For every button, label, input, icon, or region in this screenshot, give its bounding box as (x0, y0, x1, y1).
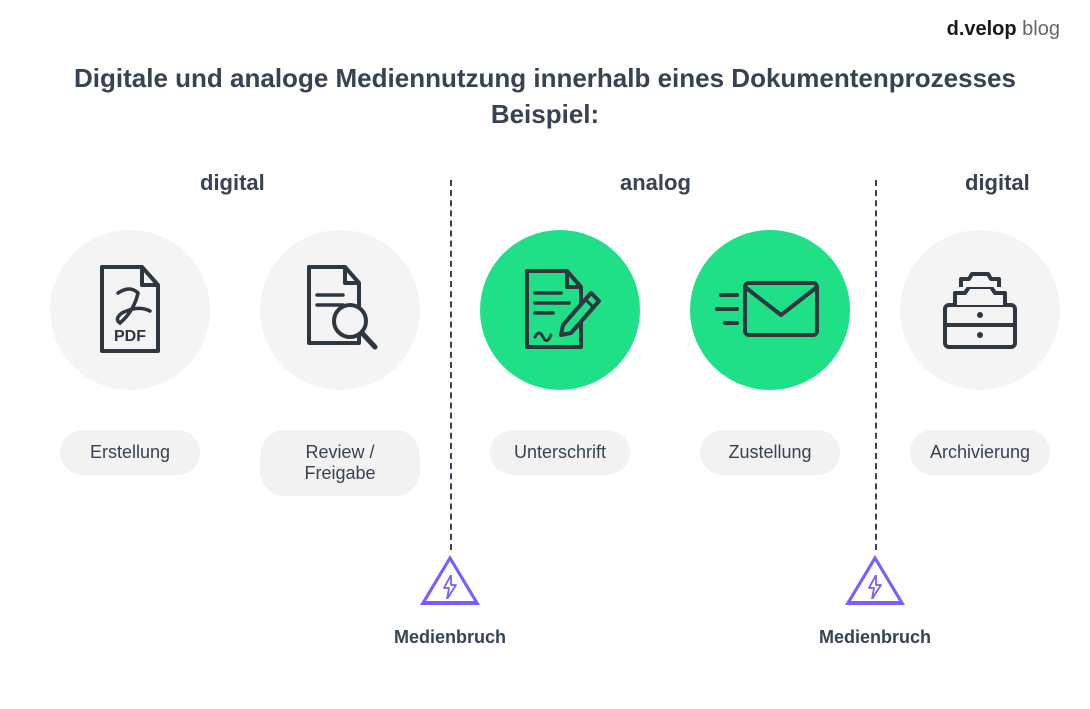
page-title: Digitale und analoge Mediennutzung inner… (0, 60, 1090, 133)
section-label-digital-1: digital (200, 170, 265, 196)
section-label-analog: analog (620, 170, 691, 196)
divider-1 (450, 180, 452, 550)
circle-zustellung (690, 230, 850, 390)
circle-review (260, 230, 420, 390)
step-archiv: Archivierung (900, 230, 1060, 475)
media-break-2: Medienbruch (845, 555, 905, 605)
brand-bold: d.velop (947, 18, 1017, 40)
step-unterschrift: Unterschrift (480, 230, 640, 475)
pdf-icon: PDF (90, 263, 170, 358)
sign-doc-icon (513, 263, 608, 358)
break-label-2: Medienbruch (819, 627, 931, 648)
title-line2: Beispiel: (0, 96, 1090, 132)
search-doc-icon (295, 263, 385, 358)
bolt-icon (442, 575, 458, 599)
media-break-1: Medienbruch (420, 555, 480, 605)
circle-unterschrift (480, 230, 640, 390)
mail-send-icon (715, 275, 825, 345)
step-label-unterschrift: Unterschrift (490, 430, 630, 475)
step-label-erstellung: Erstellung (60, 430, 200, 475)
section-label-digital-2: digital (965, 170, 1030, 196)
bolt-icon (867, 575, 883, 599)
divider-2 (875, 180, 877, 550)
archive-icon (935, 265, 1025, 355)
break-label-1: Medienbruch (394, 627, 506, 648)
step-label-archiv: Archivierung (910, 430, 1050, 475)
step-label-zustellung: Zustellung (700, 430, 840, 475)
step-label-review: Review / Freigabe (260, 430, 420, 496)
circle-erstellung: PDF (50, 230, 210, 390)
step-erstellung: PDF Erstellung (50, 230, 210, 475)
step-review: Review / Freigabe (260, 230, 420, 496)
title-line1: Digitale und analoge Mediennutzung inner… (74, 63, 1016, 93)
svg-text:PDF: PDF (114, 328, 146, 345)
step-zustellung: Zustellung (690, 230, 850, 475)
brand-light: blog (1017, 18, 1060, 40)
brand-logo: d.velop blog (947, 18, 1060, 41)
circle-archiv (900, 230, 1060, 390)
